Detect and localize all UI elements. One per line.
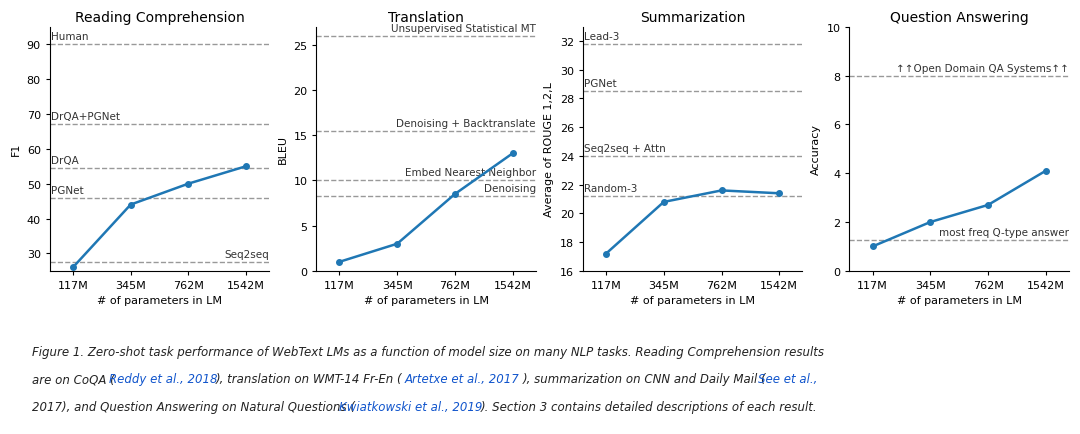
Text: Artetxe et al., 2017: Artetxe et al., 2017 bbox=[404, 372, 519, 385]
Y-axis label: Accuracy: Accuracy bbox=[811, 124, 821, 175]
Text: ), summarization on CNN and Daily Mail (: ), summarization on CNN and Daily Mail ( bbox=[523, 372, 766, 385]
Text: most freq Q-type answer: most freq Q-type answer bbox=[939, 228, 1069, 238]
Text: are on CoQA (: are on CoQA ( bbox=[32, 372, 116, 385]
Text: Denoising: Denoising bbox=[484, 184, 536, 194]
Text: 2017), and Question Answering on Natural Questions (: 2017), and Question Answering on Natural… bbox=[32, 400, 355, 413]
Y-axis label: Average of ROUGE 1,2,L: Average of ROUGE 1,2,L bbox=[544, 82, 554, 217]
Title: Reading Comprehension: Reading Comprehension bbox=[75, 11, 244, 25]
X-axis label: # of parameters in LM: # of parameters in LM bbox=[97, 296, 222, 306]
Title: Question Answering: Question Answering bbox=[890, 11, 1028, 25]
Text: DrQA: DrQA bbox=[51, 156, 79, 166]
Text: ). Section 3 contains detailed descriptions of each result.: ). Section 3 contains detailed descripti… bbox=[481, 400, 818, 413]
Text: ), translation on WMT-14 Fr-En (: ), translation on WMT-14 Fr-En ( bbox=[215, 372, 402, 385]
X-axis label: # of parameters in LM: # of parameters in LM bbox=[364, 296, 488, 306]
X-axis label: # of parameters in LM: # of parameters in LM bbox=[630, 296, 755, 306]
Text: Lead-3: Lead-3 bbox=[584, 32, 620, 42]
Text: Embed Nearest Neighbor: Embed Nearest Neighbor bbox=[405, 168, 536, 178]
Text: Figure 1. Zero-shot task performance of WebText LMs as a function of model size : Figure 1. Zero-shot task performance of … bbox=[32, 345, 824, 358]
Text: PGNet: PGNet bbox=[584, 79, 617, 89]
Text: PGNet: PGNet bbox=[51, 185, 83, 195]
Y-axis label: BLEU: BLEU bbox=[278, 135, 287, 164]
Text: Seq2seq + Attn: Seq2seq + Attn bbox=[584, 144, 666, 154]
X-axis label: # of parameters in LM: # of parameters in LM bbox=[896, 296, 1022, 306]
Text: DrQA+PGNet: DrQA+PGNet bbox=[51, 112, 120, 122]
Text: ↑↑Open Domain QA Systems↑↑: ↑↑Open Domain QA Systems↑↑ bbox=[896, 63, 1069, 73]
Text: Human: Human bbox=[51, 32, 89, 42]
Title: Translation: Translation bbox=[388, 11, 464, 25]
Text: Kwiatkowski et al., 2019: Kwiatkowski et al., 2019 bbox=[339, 400, 483, 413]
Text: Unsupervised Statistical MT: Unsupervised Statistical MT bbox=[391, 24, 536, 34]
Text: See et al.,: See et al., bbox=[758, 372, 818, 385]
Title: Summarization: Summarization bbox=[640, 11, 745, 25]
Text: Seq2seq: Seq2seq bbox=[225, 250, 269, 260]
Text: Random-3: Random-3 bbox=[584, 184, 637, 194]
Y-axis label: F1: F1 bbox=[11, 143, 22, 156]
Text: Reddy et al., 2018: Reddy et al., 2018 bbox=[109, 372, 218, 385]
Text: Denoising + Backtranslate: Denoising + Backtranslate bbox=[396, 118, 536, 128]
